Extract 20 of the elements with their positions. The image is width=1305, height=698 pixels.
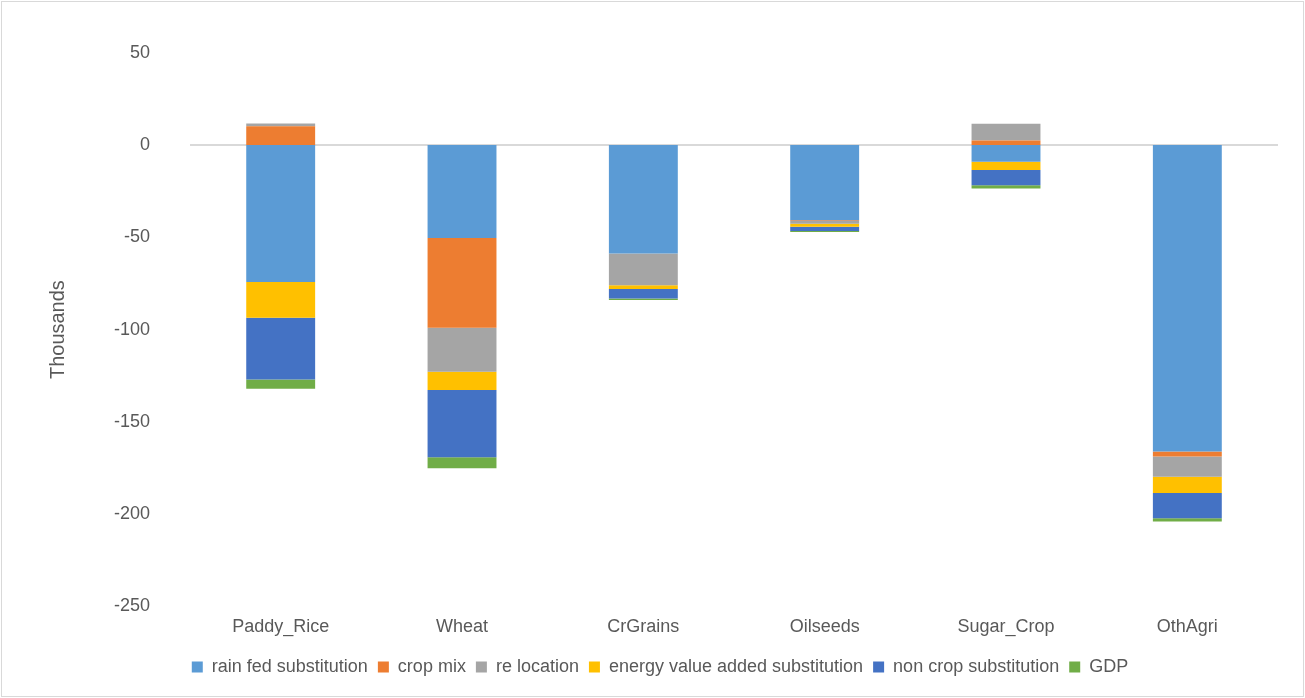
legend-label: non crop substitution <box>893 655 1060 676</box>
legend-label: GDP <box>1089 655 1129 676</box>
y-tick-label: 0 <box>140 134 151 155</box>
legend-label: energy value added substitution <box>608 655 864 676</box>
legend-label: crop mix <box>397 655 466 676</box>
y-tick-label: -100 <box>114 318 151 339</box>
y-tick-label: -150 <box>114 410 151 431</box>
y-tick-label: 50 <box>130 41 151 62</box>
x-tick-label: Sugar_Crop <box>957 616 1055 638</box>
x-tick-label: Wheat <box>436 616 489 637</box>
x-tick-label: Oilseeds <box>789 616 860 637</box>
x-tick-label: Paddy_Rice <box>232 616 330 638</box>
y-tick-label: -250 <box>114 595 151 616</box>
x-tick-label: CrGrains <box>607 616 680 637</box>
y-tick-label: -50 <box>124 226 151 247</box>
x-tick-label: OthAgri <box>1156 616 1218 637</box>
legend-label: re location <box>495 655 579 676</box>
y-axis-title: Thousands <box>45 280 68 380</box>
legend-label: rain fed substitution <box>211 655 368 676</box>
y-tick-label: -200 <box>114 503 151 524</box>
